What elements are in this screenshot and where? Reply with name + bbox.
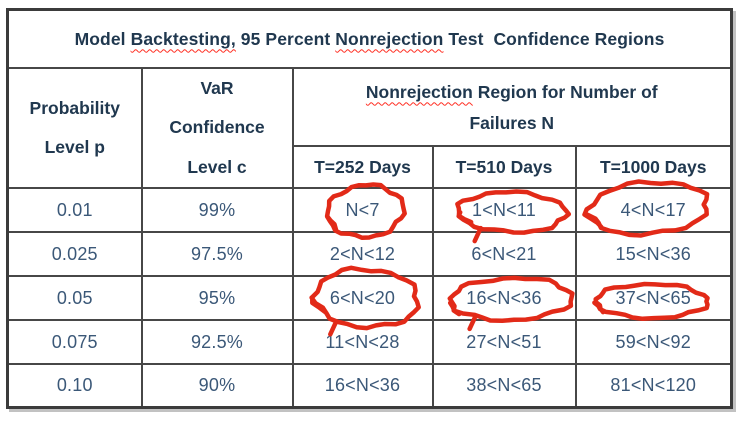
confidence-cell: 90% [140,363,294,409]
table-row: 0.01 99% N<7 1<N<11 4<N<17 [6,187,733,234]
probability-cell: 0.10 [6,363,143,409]
region-cell: 4<N<17 [574,187,733,234]
region-cell: N<7 [291,187,434,234]
text-run: Test Confidence Regions [443,28,665,49]
header-row-top: Probability Level p VaR Confidence Level c … [6,66,733,190]
backtesting-table: Model Backtesting, 95 Percent Nonrejecti… [6,8,733,410]
region-cell: 59<N<92 [574,319,733,366]
header-line: Confidence [169,117,265,138]
header-t252-days: T=252 Days [291,145,434,190]
confidence-cell: 92.5% [140,319,294,366]
header-line: Probability [29,97,120,118]
table-row: 0.05 95% 6<N<20 16<N<36 37<N<65 [6,275,733,322]
misspelled-word: Backtesting, [130,28,236,49]
header-t1000-days: T=1000 Days [574,145,733,190]
region-cell: 27<N<51 [431,319,577,366]
header-line: Level c [187,156,247,177]
region-cell: 38<N<65 [431,363,577,409]
probability-cell: 0.01 [6,187,143,234]
table-row: 0.10 90% 16<N<36 38<N<65 81<N<120 [6,363,733,409]
probability-cell: 0.075 [6,319,143,366]
span-header-line2: Failures N [469,113,555,134]
region-cell: 81<N<120 [574,363,733,409]
probability-cell: 0.05 [6,275,143,322]
header-t510-days: T=510 Days [431,145,577,190]
title-row: Model Backtesting, 95 Percent Nonrejecti… [6,8,733,69]
header-line: Level p [44,137,105,158]
confidence-regions-table: Model Backtesting, 95 Percent Nonrejecti… [6,8,733,410]
table-row: 0.075 92.5% 11<N<28 27<N<51 59<N<92 [6,319,733,366]
confidence-cell: 95% [140,275,294,322]
text-run: Region for Number of [472,81,658,102]
misspelled-word: Nonrejection [335,28,444,49]
region-cell: 6<N<21 [431,231,577,278]
region-cell: 11<N<28 [291,319,434,366]
probability-cell: 0.025 [6,231,143,278]
table-row: 0.025 97.5% 2<N<12 6<N<21 15<N<36 [6,231,733,278]
header-probability-level-p: Probability Level p [6,66,143,190]
span-header-line1: Nonrejection Region for Number of [298,81,727,102]
misspelled-word: Nonrejection [365,81,473,102]
region-cell: 2<N<12 [291,231,434,278]
table-title: Model Backtesting, 95 Percent Nonrejecti… [6,8,733,69]
confidence-cell: 99% [140,187,294,234]
confidence-cell: 97.5% [140,231,294,278]
region-cell: 16<N<36 [431,275,577,322]
region-cell: 6<N<20 [291,275,434,322]
region-cell: 37<N<65 [574,275,733,322]
header-row-sub: T=252 Days T=510 Days T=1000 Days [8,145,733,190]
region-cell: 15<N<36 [574,231,733,278]
header-line: VaR [200,78,234,98]
text-run: 95 Percent [235,28,336,49]
header-var-confidence-level-c: VaR Confidence Level c [140,66,294,190]
text-run: Model [74,28,131,49]
region-cell: 1<N<11 [431,187,577,234]
header-nonrejection-region: Nonrejection Region for Number of Failur… [291,66,733,148]
region-cell: 16<N<36 [291,363,434,409]
